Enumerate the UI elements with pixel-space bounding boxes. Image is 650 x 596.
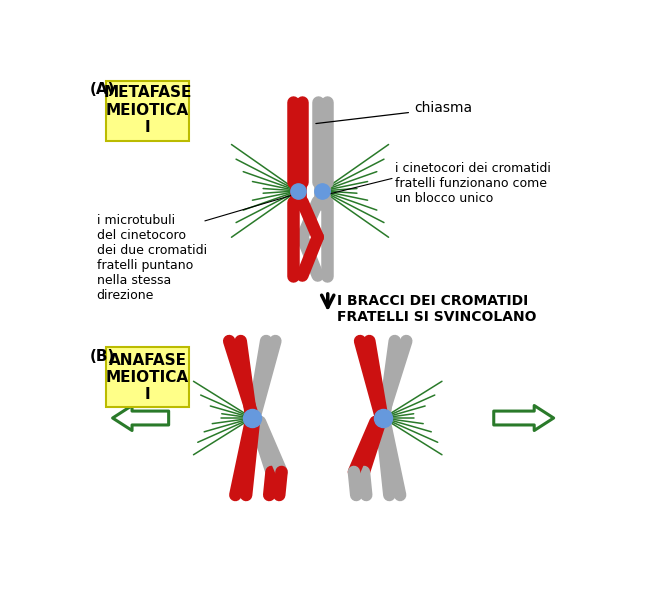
Text: (B): (B) [90, 349, 115, 364]
FancyArrowPatch shape [112, 405, 168, 430]
Text: i cinetocori dei cromatidi
fratelli funzionano come
un blocco unico: i cinetocori dei cromatidi fratelli funz… [395, 162, 551, 206]
FancyBboxPatch shape [106, 81, 189, 141]
Text: (A): (A) [90, 82, 115, 97]
FancyBboxPatch shape [106, 347, 189, 407]
FancyArrowPatch shape [494, 405, 554, 430]
Text: i microtubuli
del cinetocoro
dei due cromatidi
fratelli puntano
nella stessa
dir: i microtubuli del cinetocoro dei due cro… [97, 214, 207, 302]
Text: METAFASE
MEIOTICA
I: METAFASE MEIOTICA I [103, 85, 192, 135]
Text: ANAFASE
MEIOTICA
I: ANAFASE MEIOTICA I [106, 353, 189, 402]
Text: I BRACCI DEI CROMATIDI
FRATELLI SI SVINCOLANO: I BRACCI DEI CROMATIDI FRATELLI SI SVINC… [337, 294, 536, 324]
Text: chiasma: chiasma [316, 101, 472, 123]
